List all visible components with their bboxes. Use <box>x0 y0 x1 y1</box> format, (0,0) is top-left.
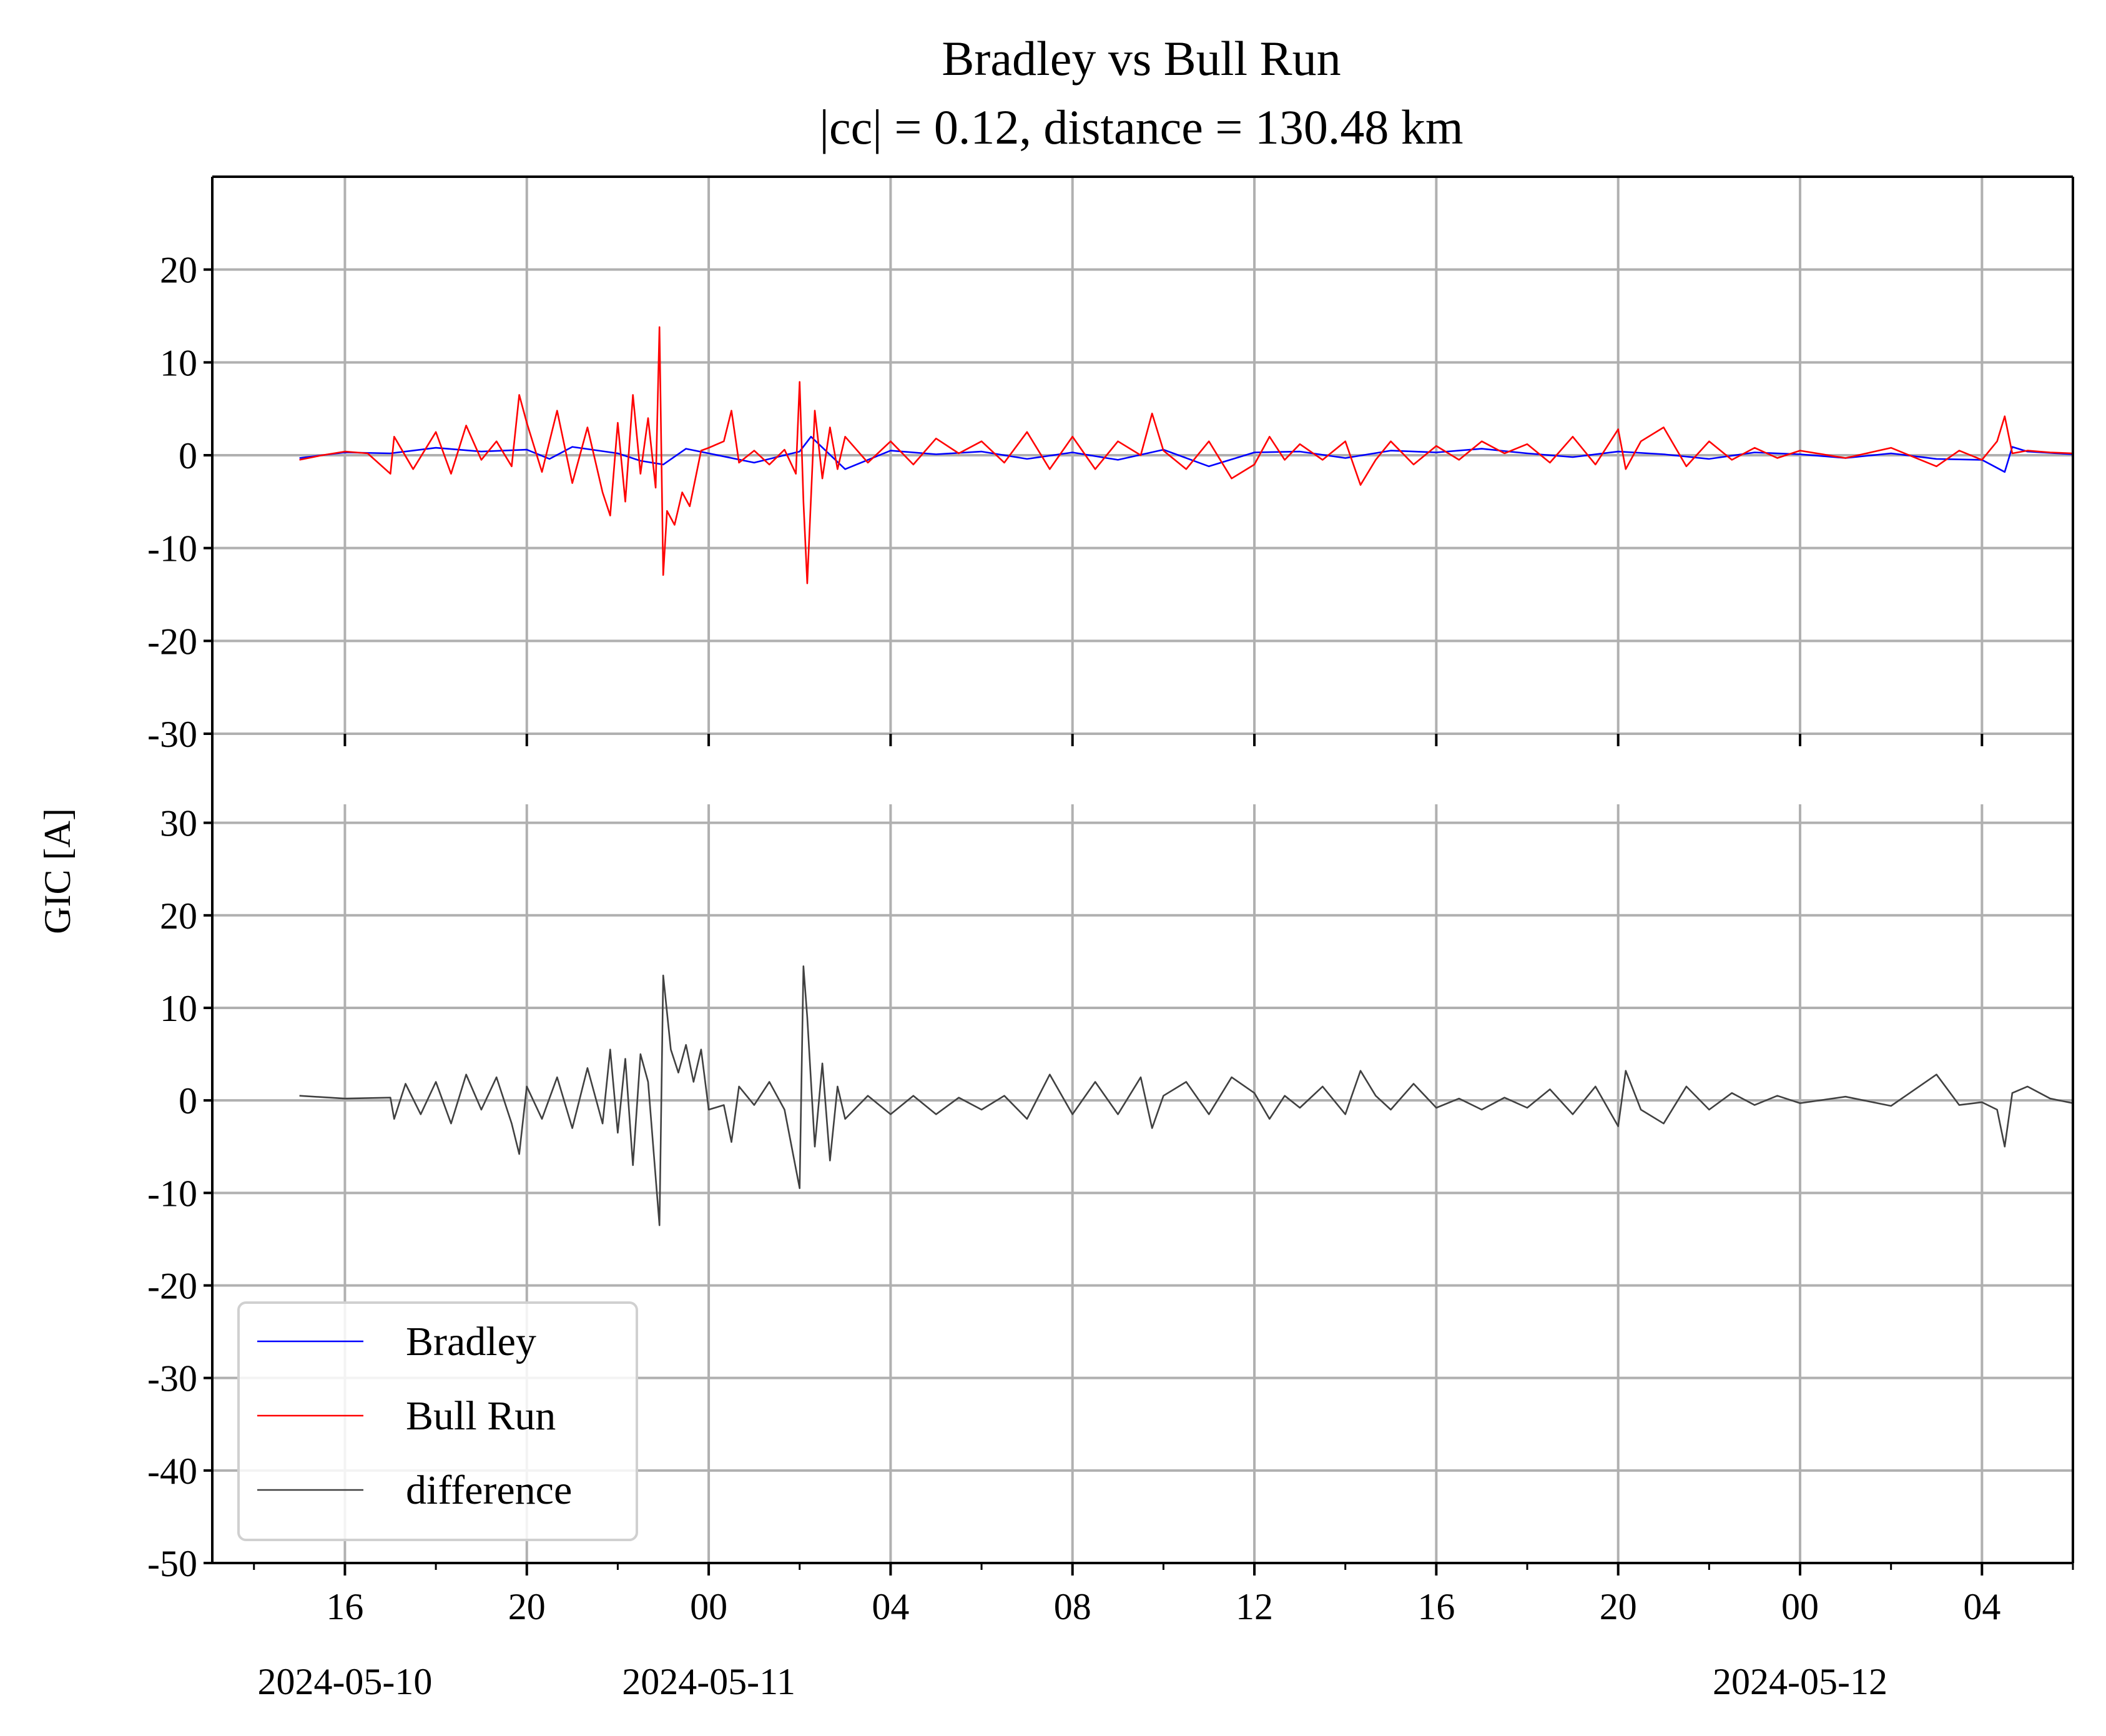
legend-label-bull-run: Bull Run <box>406 1393 556 1439</box>
y-tick-label-top-3: -10 <box>147 528 197 570</box>
x-tick-label-3: 04 <box>872 1586 909 1627</box>
legend: Bradley Bull Run difference <box>237 1301 638 1541</box>
x-tick-label-2: 00 <box>690 1586 727 1627</box>
x-date-label-2: 2024-05-12 <box>1713 1661 1887 1702</box>
y-tick-label-top-5: -30 <box>147 714 197 755</box>
y-tick-label-bottom-1: 20 <box>160 895 197 937</box>
x-date-label-1: 2024-05-11 <box>622 1661 795 1702</box>
y-tick-label-bottom-6: -30 <box>147 1358 197 1399</box>
chart-title: Bradley vs Bull Run <box>942 31 1341 86</box>
y-tick-label-bottom-7: -40 <box>147 1451 197 1492</box>
legend-label-difference: difference <box>406 1467 572 1513</box>
y-tick-label-bottom-4: -10 <box>147 1173 197 1214</box>
x-tick-label-1: 20 <box>508 1586 546 1627</box>
y-tick-label-bottom-3: 0 <box>179 1080 197 1122</box>
x-tick-label-0: 16 <box>326 1586 363 1627</box>
x-tick-label-6: 16 <box>1417 1586 1455 1627</box>
x-tick-label-8: 00 <box>1781 1586 1819 1627</box>
x-date-label-0: 2024-05-10 <box>257 1661 432 1702</box>
y-tick-label-top-4: -20 <box>147 621 197 662</box>
series-line-difference <box>299 965 2074 1226</box>
x-tick-label-7: 20 <box>1600 1586 1637 1627</box>
x-axis: 16 20 00 04 08 12 16 20 00 04 2024-05-10 2024-05-11… <box>211 175 2074 1702</box>
top-panel: 20 10 0 -10 -20 -30 <box>147 177 2074 755</box>
chart-subtitle: |cc| = 0.12, distance = 130.48 km <box>819 100 1463 154</box>
y-tick-label-bottom-2: 10 <box>160 988 197 1029</box>
y-tick-label-bottom-5: -20 <box>147 1265 197 1306</box>
y-axis-label: GIC [A] <box>37 808 78 934</box>
y-tick-label-top-1: 10 <box>160 342 197 383</box>
series-line-bull-run <box>299 326 2074 584</box>
y-tick-label-top-0: 20 <box>160 250 197 291</box>
x-tick-label-9: 04 <box>1963 1586 2000 1627</box>
y-tick-label-bottom-0: 30 <box>160 803 197 844</box>
y-tick-label-bottom-8: -50 <box>147 1543 197 1584</box>
y-tick-label-top-2: 0 <box>179 435 197 476</box>
legend-frame <box>237 1301 638 1541</box>
x-tick-label-4: 08 <box>1054 1586 1091 1627</box>
legend-label-bradley: Bradley <box>406 1319 536 1364</box>
x-tick-label-5: 12 <box>1236 1586 1273 1627</box>
